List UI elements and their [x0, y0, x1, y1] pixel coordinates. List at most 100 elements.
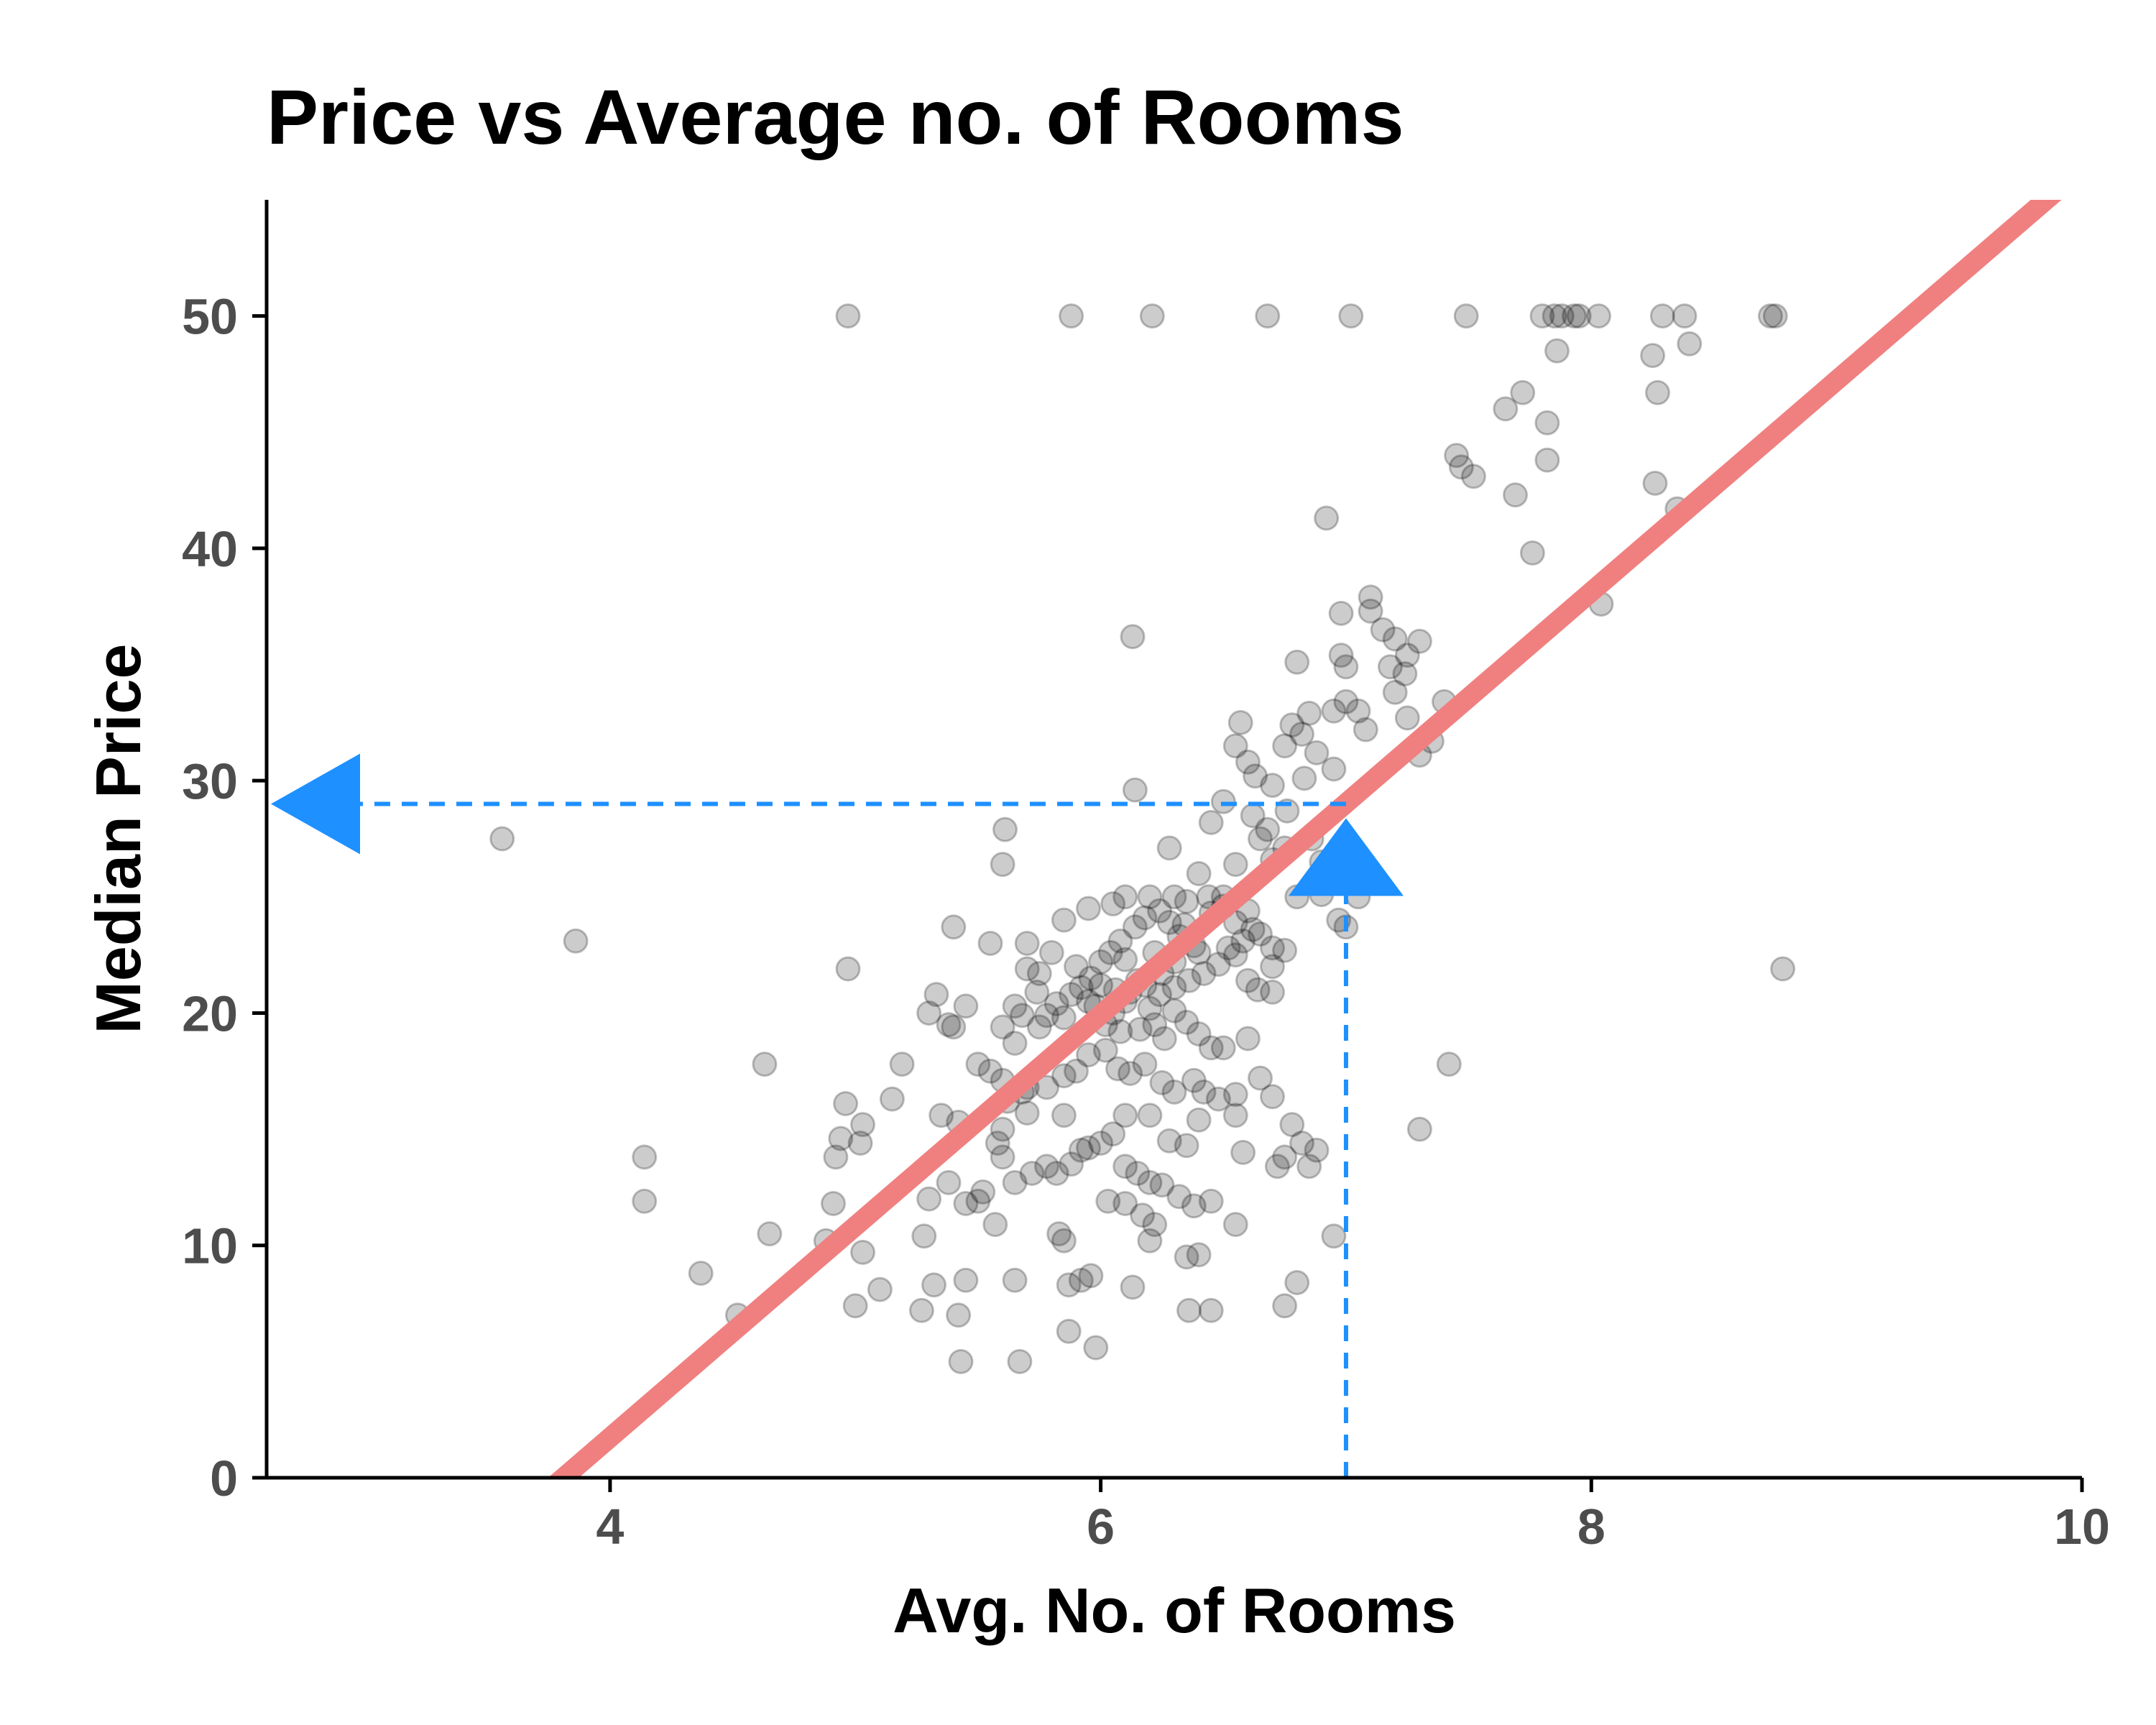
- data-point-213: [921, 1272, 946, 1298]
- data-point-177: [1076, 1135, 1101, 1161]
- data-point-167: [1296, 1154, 1322, 1179]
- data-point-20: [1534, 410, 1560, 436]
- data-point-13: [1672, 303, 1697, 329]
- data-point-14: [1758, 303, 1783, 329]
- data-point-94: [1014, 931, 1040, 956]
- data-point-26: [1444, 443, 1470, 469]
- data-point-120: [1002, 1031, 1028, 1056]
- data-point-236: [889, 1052, 915, 1077]
- data-point-273: [1088, 949, 1114, 975]
- data-point-98: [1112, 884, 1138, 910]
- data-point-190: [982, 1212, 1008, 1238]
- data-point-197: [1137, 1169, 1163, 1195]
- data-point-256: [1142, 1012, 1168, 1038]
- data-point-244: [632, 1188, 658, 1214]
- data-point-206: [1046, 1221, 1072, 1247]
- data-point-38: [1394, 643, 1420, 668]
- data-point-146: [1034, 1075, 1059, 1100]
- data-point-82: [990, 852, 1015, 878]
- data-point-159: [1222, 1082, 1248, 1108]
- data-point-219: [1007, 1348, 1033, 1374]
- data-point-198: [1149, 1172, 1175, 1198]
- data-point-153: [1132, 1052, 1158, 1077]
- data-point-246: [688, 1261, 714, 1286]
- data-point-71: [1255, 816, 1281, 842]
- data-point-41: [1328, 643, 1354, 668]
- data-point-171: [1174, 1133, 1199, 1159]
- data-point-230: [833, 1091, 859, 1116]
- data-point-196: [1125, 1161, 1151, 1186]
- data-point-283: [1034, 1003, 1059, 1029]
- data-point-1: [1059, 303, 1084, 329]
- data-point-37: [1382, 626, 1408, 652]
- prediction-layer: [271, 753, 1404, 1478]
- data-point-119: [990, 1014, 1015, 1040]
- data-point-239: [850, 1239, 875, 1265]
- data-point-214: [908, 1297, 934, 1323]
- data-point-274: [1097, 939, 1123, 965]
- data-point-56: [1272, 733, 1298, 759]
- data-point-107: [1260, 935, 1285, 961]
- data-point-81: [489, 826, 515, 852]
- data-point-240: [842, 1293, 868, 1319]
- data-point-40: [1377, 654, 1403, 680]
- data-point-64: [1394, 705, 1420, 731]
- data-point-127: [1161, 998, 1187, 1024]
- data-point-68: [1210, 788, 1236, 814]
- data-point-39: [1406, 628, 1432, 654]
- data-point-179: [1044, 1161, 1069, 1186]
- data-point-164: [1304, 1137, 1330, 1163]
- data-point-16: [1677, 331, 1703, 356]
- data-point-265: [1205, 952, 1231, 978]
- data-point-208: [1068, 1267, 1094, 1293]
- data-point-61: [1260, 773, 1285, 799]
- data-point-22: [1493, 396, 1519, 422]
- data-point-19: [1645, 380, 1670, 405]
- data-point-4: [1338, 303, 1364, 329]
- y-tick-label-30: 30: [182, 753, 238, 809]
- data-point-264: [1191, 961, 1217, 986]
- data-point-67: [1122, 777, 1148, 803]
- data-point-262: [1161, 975, 1187, 1000]
- data-point-183: [990, 1144, 1015, 1170]
- data-point-138: [941, 1014, 967, 1040]
- data-point-3: [1255, 303, 1281, 329]
- data-point-235: [879, 1086, 905, 1112]
- data-point-8: [1549, 303, 1575, 329]
- data-point-47: [1120, 624, 1146, 650]
- data-point-231: [823, 1144, 849, 1170]
- data-point-77: [1222, 852, 1248, 878]
- data-point-215: [946, 1302, 972, 1328]
- x-tick-label-8: 8: [1577, 1499, 1606, 1555]
- data-point-9: [1561, 303, 1587, 329]
- data-point-254: [1107, 1018, 1133, 1044]
- data-point-222: [1142, 1212, 1168, 1238]
- data-point-90: [835, 956, 861, 982]
- data-point-272: [1078, 965, 1104, 991]
- data-point-113: [1088, 972, 1114, 998]
- data-point-227: [1272, 1293, 1298, 1319]
- data-point-204: [1112, 1191, 1138, 1216]
- y-tick-label-50: 50: [182, 289, 238, 345]
- data-point-24: [1642, 470, 1668, 496]
- data-point-23: [1534, 447, 1560, 473]
- data-point-216: [1056, 1318, 1082, 1344]
- data-point-7: [1542, 303, 1567, 329]
- chart-title: Price vs Average no. of Rooms: [267, 73, 1404, 160]
- data-point-95: [1051, 907, 1077, 933]
- data-point-276: [1122, 914, 1148, 940]
- data-point-175: [1100, 1121, 1126, 1147]
- data-point-154: [1149, 1070, 1175, 1095]
- data-point-11: [1586, 303, 1611, 329]
- data-point-106: [1248, 921, 1273, 947]
- data-point-210: [1056, 1272, 1082, 1298]
- data-point-137: [936, 1012, 962, 1038]
- data-point-73: [1248, 826, 1273, 852]
- data-point-205: [1095, 1188, 1121, 1214]
- data-point-217: [1083, 1335, 1109, 1361]
- data-point-293: [1260, 954, 1285, 980]
- data-point-15: [1762, 303, 1788, 329]
- data-point-27: [1448, 454, 1474, 480]
- data-point-184: [970, 1179, 996, 1205]
